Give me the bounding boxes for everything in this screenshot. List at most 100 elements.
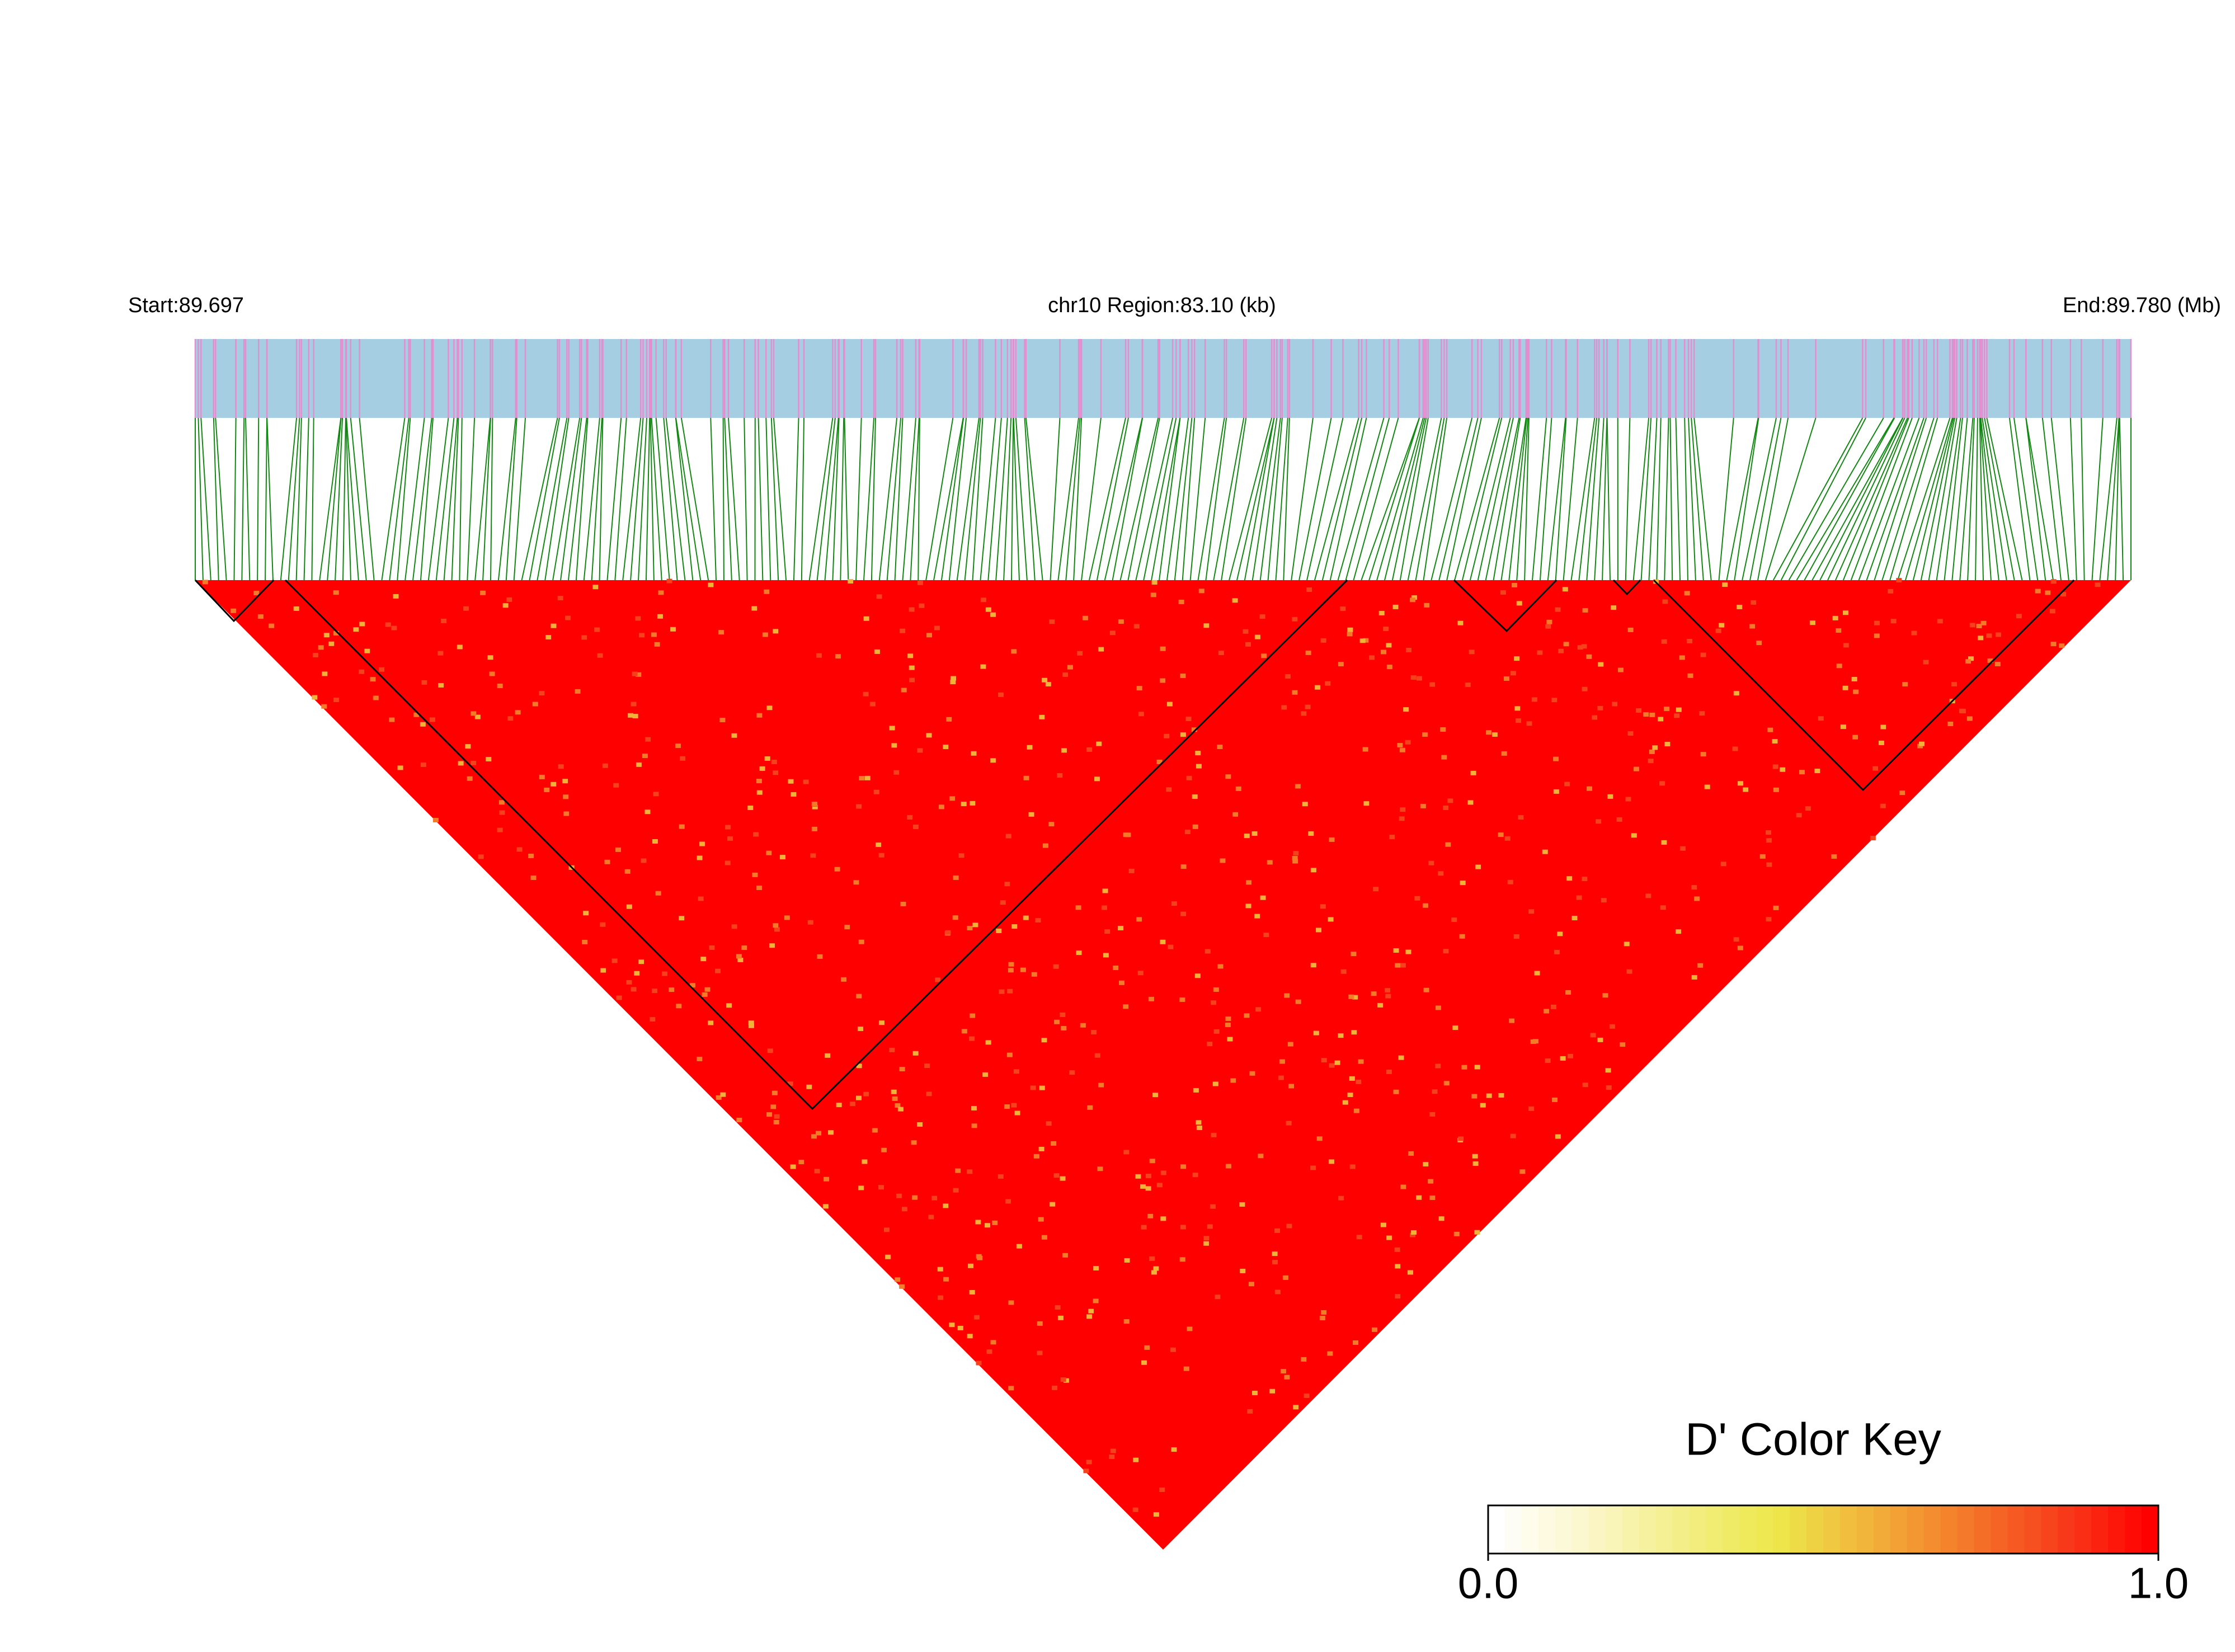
ld-cell [1475, 864, 1481, 869]
snp-connector [925, 417, 954, 581]
ld-cell [1371, 991, 1377, 996]
ld-cell [1091, 1030, 1097, 1035]
ld-cell [803, 779, 809, 784]
snp-connector [1951, 417, 1968, 581]
ld-cell [644, 809, 651, 815]
ld-cell [762, 632, 768, 637]
ld-cell [1587, 786, 1593, 791]
ld-cell [1063, 1378, 1069, 1383]
ld-cell [1342, 1100, 1348, 1105]
snp-connector [2107, 417, 2120, 581]
snp-connector [1057, 417, 1079, 581]
ld-cell [986, 1349, 992, 1354]
ld-cell [1109, 1455, 1115, 1460]
ld-cell [1048, 822, 1055, 827]
ld-cell [1411, 1230, 1417, 1235]
ld-cell [938, 804, 944, 809]
color-key-swatch [1756, 1505, 1774, 1554]
ld-cell [581, 635, 587, 640]
ld-cell [708, 582, 714, 587]
ld-cell [1225, 1164, 1231, 1169]
ld-cell [1576, 895, 1582, 900]
ld-cell [1429, 1112, 1436, 1117]
ld-cell [1255, 1007, 1262, 1012]
ld-cell [1465, 683, 1471, 688]
snp-connector [1244, 417, 1275, 581]
ld-cell [935, 977, 941, 982]
snp-connector [1959, 417, 1974, 581]
snp-connector [1065, 417, 1081, 581]
ld-cell [1061, 748, 1067, 753]
ld-cell [1743, 787, 1749, 792]
ld-cell [1286, 1121, 1292, 1126]
ld-cell [1443, 949, 1449, 954]
ld-cell [1184, 829, 1191, 834]
ld-cell [1349, 1164, 1356, 1169]
snp-connector [1563, 417, 1578, 581]
ld-cell [1773, 905, 1779, 910]
ld-cell [438, 683, 444, 688]
ld-cell [1978, 636, 1984, 641]
ld-cell [1217, 744, 1223, 749]
ld-cell [1661, 639, 1667, 644]
ld-cell [1227, 1037, 1233, 1042]
ld-cell [1348, 994, 1354, 999]
ld-cell [1687, 673, 1693, 678]
ld-cell [961, 1029, 967, 1034]
ld-heatmap [195, 580, 2131, 1550]
snp-connector [295, 417, 302, 581]
ld-cell [1766, 862, 1772, 867]
ld-cell [1113, 966, 1119, 971]
snp-connector [241, 417, 245, 581]
ld-cell [1301, 1357, 1307, 1362]
snp-connector [505, 417, 517, 581]
ld-cell [1405, 740, 1411, 745]
ld-cell [973, 1315, 980, 1320]
snp-connector [1182, 417, 1196, 581]
ld-cell [1386, 1235, 1392, 1240]
snp-connector [280, 417, 298, 581]
ld-cell [766, 850, 772, 855]
ld-cell [1553, 789, 1559, 794]
ld-cell [1980, 620, 1987, 625]
ld-cell [726, 1003, 732, 1008]
snp-connector [435, 417, 455, 581]
ld-cell [1720, 862, 1726, 867]
ld-cell [1041, 1038, 1047, 1043]
ld-cell [971, 1105, 977, 1110]
snp-connector [233, 417, 237, 581]
snp-connector [606, 417, 622, 581]
ld-cell [1284, 674, 1291, 679]
ld-cell [1030, 1085, 1036, 1090]
ld-cell [1007, 989, 1013, 994]
ld-cell [950, 680, 956, 685]
ld-cell [1310, 963, 1316, 968]
ld-cell [1550, 1004, 1556, 1009]
ld-cell [611, 958, 618, 963]
snp-connector [342, 417, 346, 581]
ld-cell [1422, 732, 1428, 737]
ld-cell [293, 606, 299, 611]
ld-cell [1733, 937, 1739, 942]
snp-connector [987, 417, 1002, 581]
ld-cell [499, 810, 505, 815]
snp-connector [1391, 417, 1427, 581]
snp-connector [765, 417, 771, 581]
color-key-swatch [1991, 1505, 2008, 1554]
ld-cell [1349, 1076, 1355, 1081]
ld-cell [1732, 746, 1738, 751]
ld-cell [202, 580, 208, 585]
ld-cell [657, 614, 663, 619]
snp-connector [1928, 417, 1958, 581]
ld-cell [967, 1169, 973, 1174]
ld-cell [771, 1090, 778, 1095]
ld-cell [968, 1263, 974, 1268]
ld-cell [530, 875, 537, 880]
ld-cell [863, 1091, 869, 1096]
ld-cell [1380, 1222, 1386, 1227]
ld-cell [323, 633, 330, 638]
snp-connector [599, 417, 604, 581]
ld-cell [1582, 686, 1588, 691]
snp-connector [1321, 417, 1363, 581]
ld-cell [1874, 633, 1880, 638]
